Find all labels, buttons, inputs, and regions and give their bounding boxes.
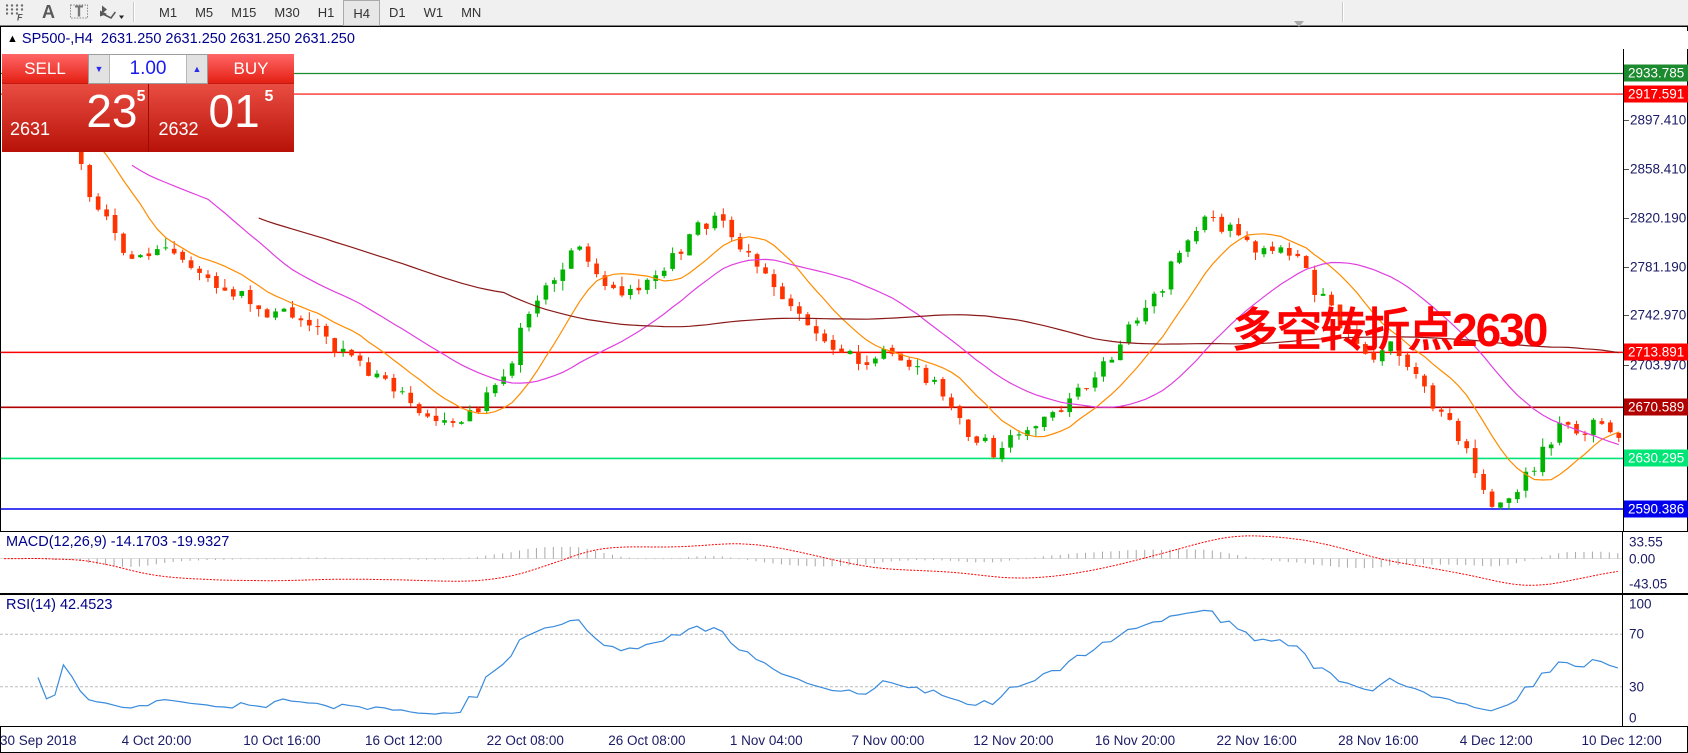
svg-text:F: F xyxy=(17,13,23,23)
